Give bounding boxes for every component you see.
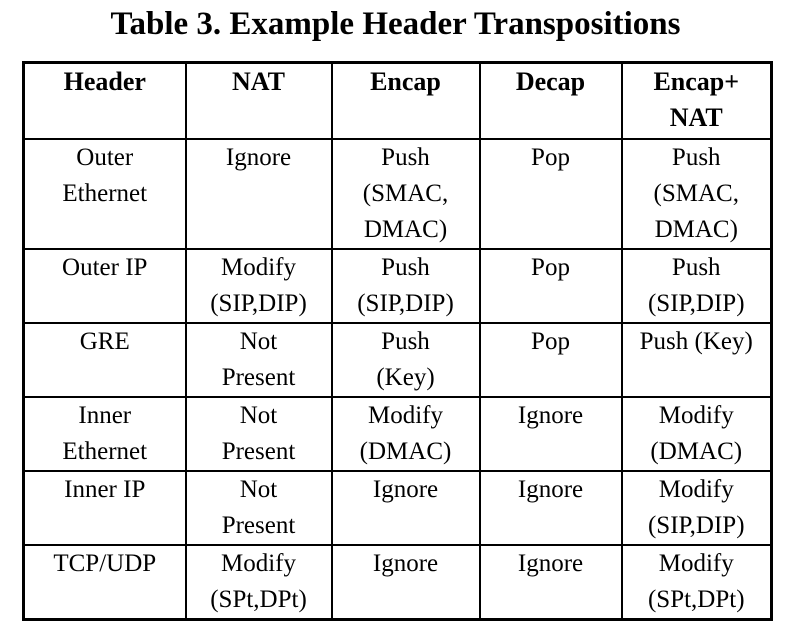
table-row: Inner IP Not Present Ignore Ignore Modify…	[22, 470, 773, 546]
table-cell: Push (SMAC, DMAC)	[330, 138, 481, 250]
table-cell: Push (Key)	[330, 322, 481, 398]
table-cell: Modify (SPt,DPt)	[184, 544, 333, 621]
table-cell: Modify (DMAC)	[330, 396, 481, 472]
table-cell: Ignore	[330, 544, 481, 621]
table-cell: Push (SIP,DIP)	[620, 248, 773, 324]
table-cell: Not Present	[184, 396, 333, 472]
table-cell: Push (SMAC, DMAC)	[620, 138, 773, 250]
table-cell: Ignore	[478, 396, 623, 472]
table-cell: GRE	[22, 322, 187, 398]
table-cell: Modify (SPt,DPt)	[620, 544, 773, 621]
table-cell: Inner Ethernet	[22, 396, 187, 472]
table-cell: Outer Ethernet	[22, 138, 187, 250]
table-row: Outer IP Modify (SIP,DIP) Push (SIP,DIP) P…	[22, 248, 773, 324]
table-cell: Push (Key)	[620, 322, 773, 398]
table-cell: Modify (DMAC)	[620, 396, 773, 472]
table-cell: Modify (SIP,DIP)	[184, 248, 333, 324]
table-cell: Outer IP	[22, 248, 187, 324]
table-cell: Ignore	[478, 470, 623, 546]
table-cell: Not Present	[184, 322, 333, 398]
table-cell: Ignore	[330, 470, 481, 546]
table-cell: Push (SIP,DIP)	[330, 248, 481, 324]
column-header-nat: NAT	[184, 61, 333, 140]
column-header-encap: Encap	[330, 61, 481, 140]
column-header-header: Header	[22, 61, 187, 140]
table-row: GRE Not Present Push (Key) Pop Push (Key)	[22, 322, 773, 398]
table-cell: TCP/UDP	[22, 544, 187, 621]
header-transpositions-table: Header NAT Encap Decap Encap+ NAT Outer Et…	[22, 61, 773, 621]
table-caption: Table 3. Example Header Transpositions	[110, 6, 681, 42]
table-cell: Pop	[478, 322, 623, 398]
column-header-decap: Decap	[478, 61, 623, 140]
table-header-row: Header NAT Encap Decap Encap+ NAT	[22, 61, 773, 140]
table-row: Inner Ethernet Not Present Modify (DMAC) Ig…	[22, 396, 773, 472]
table-cell: Ignore	[184, 138, 333, 250]
table-cell: Not Present	[184, 470, 333, 546]
table-row: Outer Ethernet Ignore Push (SMAC, DMAC) Pop…	[22, 138, 773, 250]
table-cell: Pop	[478, 248, 623, 324]
table-cell: Modify (SIP,DIP)	[620, 470, 773, 546]
table-cell: Pop	[478, 138, 623, 250]
table-cell: Ignore	[478, 544, 623, 621]
table-cell: Inner IP	[22, 470, 187, 546]
column-header-encap-nat: Encap+ NAT	[620, 61, 773, 140]
table-row: TCP/UDP Modify (SPt,DPt) Ignore Ignore Mo…	[22, 544, 773, 621]
